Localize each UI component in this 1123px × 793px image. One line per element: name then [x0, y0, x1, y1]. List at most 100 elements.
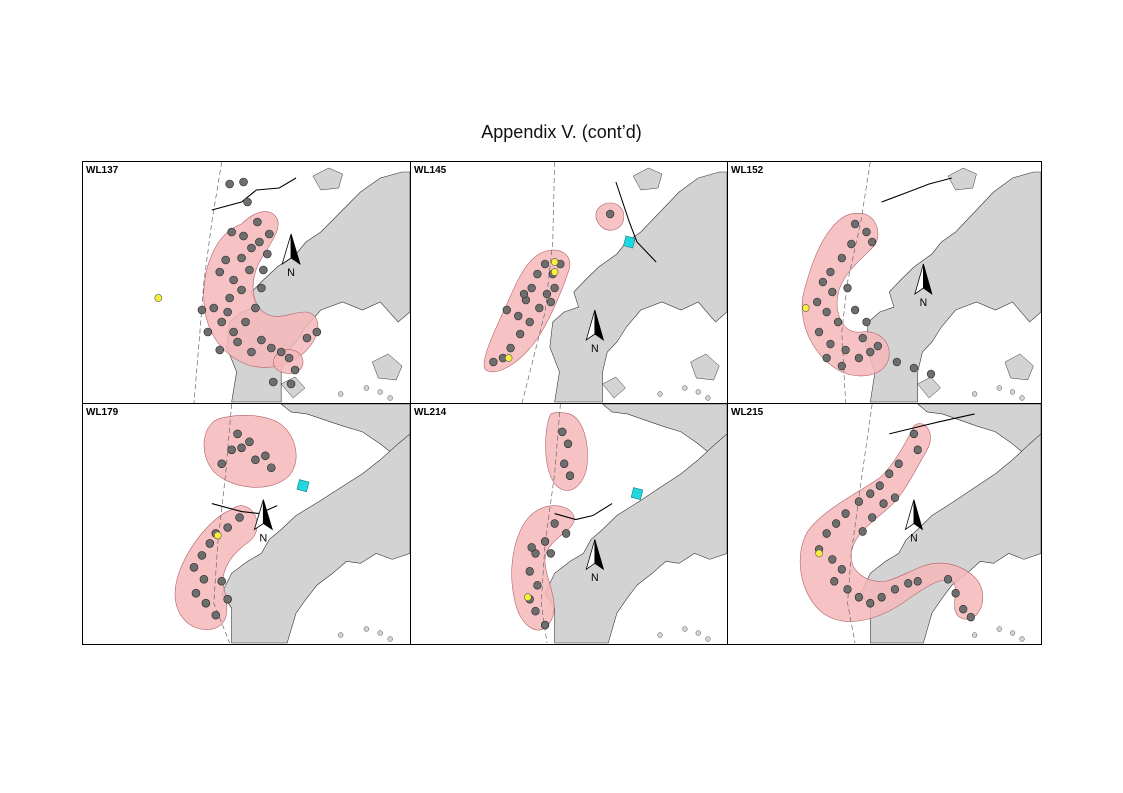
sighting-point — [233, 429, 242, 439]
islet — [682, 385, 688, 391]
sighting-point — [525, 317, 534, 327]
islet — [377, 389, 383, 395]
sighting-point — [877, 592, 886, 602]
sighting-point — [312, 327, 322, 337]
north-arrow-right — [913, 499, 924, 531]
sighting-point — [239, 177, 248, 187]
island — [602, 376, 626, 399]
sighting-point — [519, 289, 529, 299]
islet — [1009, 389, 1016, 395]
sighting-point — [833, 317, 843, 327]
sighting-point — [535, 303, 544, 313]
sighting-point — [879, 499, 888, 508]
sighting-point-highlight — [154, 294, 163, 302]
map-canvas: N — [174, 404, 410, 644]
sighting-point — [560, 459, 569, 469]
sighting-point — [822, 529, 831, 538]
sighting-point — [951, 588, 960, 598]
map-panel-wl137: WL137 N — [83, 162, 410, 403]
sighting-point — [268, 377, 278, 387]
sighting-point — [843, 283, 852, 293]
sighting-point — [197, 305, 207, 315]
sighting-point — [276, 347, 286, 357]
islet — [337, 632, 344, 638]
sighting-point — [261, 451, 270, 461]
grid-divider — [83, 403, 1041, 404]
sighting-point — [943, 574, 953, 584]
sighting-point — [558, 427, 567, 437]
boundary-line — [521, 162, 555, 403]
sighting-point — [489, 357, 498, 367]
home-range-area — [203, 415, 297, 488]
sighting-point — [531, 606, 540, 616]
sighting-point-highlight — [550, 268, 559, 276]
sighting-point — [966, 612, 975, 622]
sighting-point — [286, 379, 296, 389]
sighting-point — [866, 598, 875, 608]
sighting-point — [229, 275, 238, 285]
islet — [705, 636, 711, 642]
sighting-point — [217, 576, 226, 586]
north-arrow-icon: N — [914, 263, 933, 309]
sighting-point — [239, 231, 248, 241]
sighting-point — [890, 584, 900, 594]
sighting-point — [868, 237, 877, 247]
panel-label: WL152 — [731, 165, 764, 176]
sighting-point — [516, 329, 525, 339]
sighting-point — [909, 429, 918, 439]
sighting-point — [211, 610, 221, 620]
sighting-point — [904, 578, 913, 588]
land-mass — [602, 404, 727, 465]
sighting-point — [885, 469, 894, 478]
islet — [387, 395, 393, 401]
north-arrow-icon: N — [281, 233, 301, 279]
north-arrow-right — [923, 263, 933, 295]
sighting-point — [540, 259, 550, 269]
sighting-point — [199, 574, 209, 584]
sighting-point — [837, 361, 846, 371]
sighting-point — [225, 293, 234, 303]
sighting-point — [843, 584, 852, 594]
sighting-point — [527, 283, 536, 293]
sighting-point — [959, 604, 968, 614]
islet — [972, 391, 978, 397]
land-mass — [221, 433, 410, 644]
sighting-point — [873, 341, 882, 351]
sighting-point — [259, 265, 268, 275]
sighting-point — [542, 289, 552, 299]
sighting-point — [866, 347, 875, 357]
sighting-point — [223, 594, 232, 604]
marker-square — [630, 487, 644, 501]
sighting-point — [837, 565, 846, 574]
sighting-point — [229, 327, 238, 337]
sighting-point — [514, 311, 523, 321]
sighting-point — [830, 576, 839, 586]
islet — [337, 391, 344, 397]
map-canvas: N — [483, 162, 727, 403]
land-mass — [544, 433, 727, 644]
map-panel-wl145: WL145 N — [411, 162, 727, 403]
sighting-point — [502, 305, 511, 315]
island — [947, 167, 977, 191]
islet — [695, 630, 701, 636]
sighting-point — [247, 243, 256, 253]
islet — [1019, 395, 1025, 401]
sighting-point-highlight — [504, 354, 513, 362]
sighting-point — [913, 576, 922, 586]
sighting-point — [191, 588, 201, 598]
sighting-point-highlight — [550, 258, 559, 266]
sighting-point — [215, 345, 225, 355]
sighting-point — [550, 283, 559, 293]
sighting-point-highlight — [524, 593, 532, 602]
map-grid: WL137 N WL145 N WL152 N WL179 N WL214 N … — [82, 161, 1042, 645]
sighting-point — [858, 527, 867, 536]
sighting-point — [302, 333, 312, 343]
north-arrow-right — [290, 233, 301, 265]
sighting-point — [237, 253, 246, 263]
sighting-point — [913, 445, 922, 455]
north-label: N — [259, 532, 267, 544]
north-arrow-icon: N — [585, 309, 605, 355]
sighting-point — [565, 471, 575, 480]
marker-square — [296, 479, 310, 493]
sighting-point — [227, 445, 236, 455]
